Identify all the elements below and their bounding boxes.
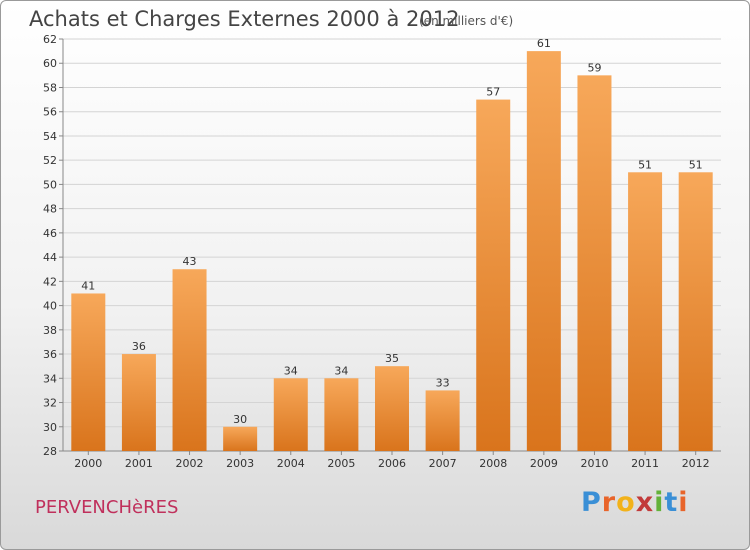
bar <box>121 354 156 451</box>
bar <box>172 269 207 451</box>
y-tick-label: 48 <box>43 203 57 216</box>
bar-value-label: 41 <box>81 279 95 292</box>
bar-value-label: 35 <box>385 352 399 365</box>
bar-value-label: 51 <box>689 158 703 171</box>
bar <box>273 378 308 451</box>
logo-letter: o <box>616 487 636 518</box>
logo-letter: i <box>654 487 665 518</box>
y-tick-label: 60 <box>43 57 57 70</box>
y-tick-label: 42 <box>43 275 57 288</box>
x-tick-label: 2009 <box>530 457 558 470</box>
bar-value-label: 57 <box>486 86 500 99</box>
x-tick-label: 2010 <box>580 457 608 470</box>
x-tick-label: 2006 <box>378 457 406 470</box>
bar-value-label: 34 <box>334 364 348 377</box>
y-tick-label: 54 <box>43 130 57 143</box>
commune-name: PERVENCHèRES <box>35 497 179 518</box>
x-tick-label: 2002 <box>176 457 204 470</box>
bar <box>375 366 409 451</box>
x-tick-label: 2007 <box>429 457 457 470</box>
y-tick-label: 58 <box>43 81 57 94</box>
x-tick-label: 2000 <box>74 457 102 470</box>
bar-value-label: 33 <box>436 376 450 389</box>
y-tick-label: 40 <box>43 300 57 313</box>
bar <box>324 378 359 451</box>
y-tick-label: 36 <box>43 348 57 361</box>
y-tick-label: 32 <box>43 397 57 410</box>
bar-value-label: 30 <box>233 413 247 426</box>
bar-value-label: 51 <box>638 158 652 171</box>
x-tick-label: 2011 <box>631 457 659 470</box>
y-tick-label: 62 <box>43 33 57 46</box>
bar <box>628 172 663 451</box>
logo-letter: P <box>581 487 602 518</box>
bar <box>476 99 511 452</box>
y-tick-label: 56 <box>43 106 57 119</box>
bar <box>223 426 258 451</box>
bar <box>678 172 713 451</box>
x-tick-label: 2005 <box>327 457 355 470</box>
y-tick-label: 28 <box>43 445 57 458</box>
logo-letter: x <box>635 487 655 518</box>
bar-value-label: 43 <box>183 255 197 268</box>
x-tick-label: 2004 <box>277 457 305 470</box>
y-tick-label: 50 <box>43 178 57 191</box>
x-tick-label: 2003 <box>226 457 254 470</box>
bar-value-label: 61 <box>537 37 551 50</box>
x-tick-label: 2008 <box>479 457 507 470</box>
logo-letter: r <box>601 487 617 518</box>
bar <box>577 75 612 452</box>
proxiti-logo: Proxiti <box>581 487 689 518</box>
y-tick-label: 34 <box>43 372 57 385</box>
bar-value-label: 59 <box>587 61 601 74</box>
y-tick-label: 30 <box>43 421 57 434</box>
bar-value-label: 36 <box>132 340 146 353</box>
logo-letter: i <box>678 487 689 518</box>
x-tick-label: 2012 <box>682 457 710 470</box>
y-tick-label: 38 <box>43 324 57 337</box>
chart-subtitle: (en milliers d'€) <box>419 14 514 28</box>
logo-letter: t <box>664 487 679 518</box>
bar-value-label: 34 <box>284 364 298 377</box>
bar <box>526 51 561 451</box>
x-tick-label: 2001 <box>125 457 153 470</box>
y-tick-label: 52 <box>43 154 57 167</box>
chart-title: Achats et Charges Externes 2000 à 2012 <box>29 7 460 31</box>
y-tick-label: 46 <box>43 227 57 240</box>
bar <box>425 390 460 451</box>
bar <box>71 293 106 451</box>
y-tick-label: 44 <box>43 251 57 264</box>
